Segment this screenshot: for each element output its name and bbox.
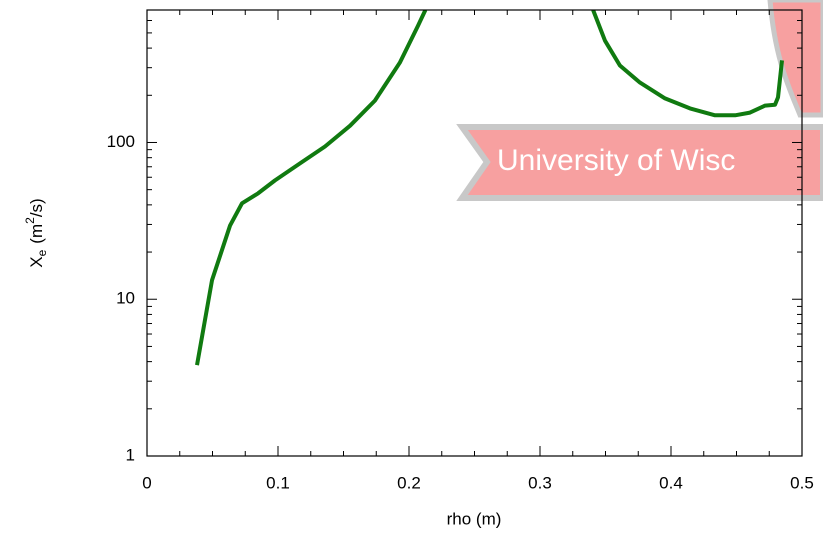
x-tick-label: 0.2 (397, 473, 421, 492)
y-tick-label: 10 (116, 289, 135, 308)
x-tick-label: 0.4 (659, 473, 683, 492)
watermark: University of Wisc (456, 0, 823, 201)
y-tick-label: 1 (126, 445, 135, 464)
x-tick-label: 0.1 (266, 473, 290, 492)
watermark-text: University of Wisc (497, 144, 735, 177)
plot-frame (146, 9, 803, 457)
x-tick-label: 0.5 (790, 473, 814, 492)
y-axis-label: Xe(m2/s) (23, 198, 49, 267)
x-axis-label: rho (m) (447, 509, 502, 528)
data-line (195, 10, 784, 366)
x-tick-label: 0.3 (528, 473, 552, 492)
y-tick-label: 100 (107, 132, 135, 151)
plot-area (195, 10, 784, 366)
x-tick-label: 0 (142, 473, 151, 492)
